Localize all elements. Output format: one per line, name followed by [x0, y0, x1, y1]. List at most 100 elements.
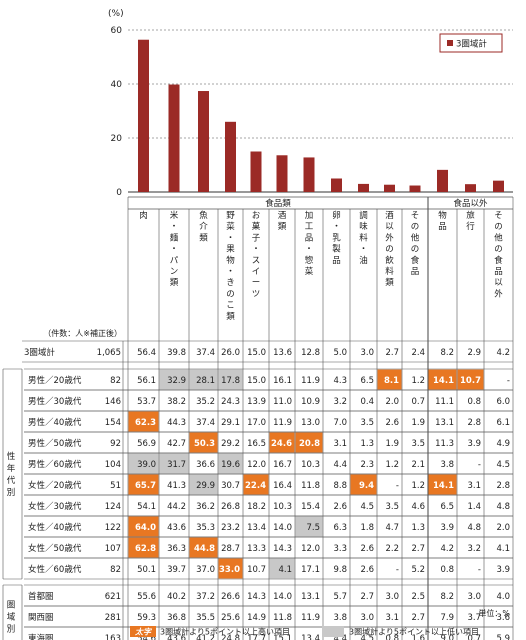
cell-value: 29.1: [221, 418, 240, 428]
cell-value: 2.7: [360, 592, 374, 602]
cell-value: 4.7: [385, 523, 399, 533]
cell-value: 17.7: [247, 634, 266, 640]
category-label-char: こ: [226, 301, 235, 311]
cell-value: 36.6: [196, 460, 215, 470]
cell-value: 4.2: [496, 348, 510, 358]
category-label-char: 行: [466, 221, 475, 232]
cell-value: 2.6: [385, 418, 399, 428]
cell-value: -: [396, 481, 399, 491]
highlight-cell: [189, 474, 218, 495]
highlight-cell: [189, 432, 218, 453]
category-label-char: 酒: [385, 211, 394, 221]
highlight-cell: [295, 432, 323, 453]
cell-value: 14.9: [247, 613, 266, 623]
highlight-cell: [128, 453, 159, 474]
y-tick-label: 0: [116, 188, 122, 198]
highlight-cell: [295, 516, 323, 537]
cell-value: 24.8: [221, 634, 240, 640]
cell-value: 55.6: [137, 592, 156, 602]
cell-value: 29.9: [196, 481, 215, 491]
cell-value: 0.8: [440, 565, 454, 575]
cell-value: 65.7: [135, 481, 156, 491]
row-label: 女性／60歳代: [28, 564, 82, 575]
cell-value: 62.3: [135, 418, 156, 428]
cell-value: 14.1: [433, 481, 454, 491]
highlight-cell: [377, 369, 402, 390]
cell-value: 4.8: [467, 523, 481, 533]
row-label: 男性／40歳代: [28, 417, 82, 428]
section-label-char: 性: [7, 451, 16, 462]
cell-value: 3.9: [440, 523, 454, 533]
cell-value: 8.8: [333, 481, 347, 491]
row-count: 281: [105, 613, 121, 623]
category-label-char: 飲: [385, 255, 394, 266]
highlight-cell: [218, 453, 243, 474]
cell-value: 2.1: [411, 460, 425, 470]
row-count: 92: [110, 439, 121, 449]
row-count: 104: [105, 460, 121, 470]
cell-value: 9.0: [440, 634, 454, 640]
category-label-char: 食: [411, 255, 420, 266]
category-label-char: ・: [226, 267, 235, 277]
cell-value: 6.1: [496, 418, 510, 428]
bar-5: [276, 155, 288, 192]
row-count: 1,065: [97, 348, 121, 358]
category-label-char: 外: [494, 288, 503, 299]
cell-value: 7.5: [306, 523, 320, 533]
bar-2: [198, 91, 209, 192]
cell-value: 3.0: [360, 348, 374, 358]
cell-value: 18.2: [247, 502, 266, 512]
highlight-cell: [128, 474, 159, 495]
section-label-char: 域: [7, 612, 16, 623]
category-label-char: 味: [359, 221, 368, 232]
category-label-char: 乳: [332, 232, 341, 243]
cell-value: 3.1: [467, 481, 481, 491]
cell-value: 1.3: [360, 439, 374, 449]
unit-note: 単位：%: [478, 608, 510, 618]
bar-1: [168, 84, 180, 192]
cell-value: 37.4: [196, 418, 215, 428]
legend-high-swatch-text: 太字: [134, 628, 153, 637]
cell-value: 2.8: [496, 481, 510, 491]
cell-value: 39.0: [137, 460, 156, 470]
highlight-cell: [189, 369, 218, 390]
cell-value: 64.0: [135, 523, 156, 533]
cell-value: 16.4: [273, 481, 292, 491]
row-label: 3圏域計: [24, 347, 55, 358]
bar-11: [437, 169, 448, 192]
cell-value: 37.4: [196, 348, 215, 358]
cell-value: 2.6: [360, 544, 374, 554]
cell-value: 1.4: [467, 502, 481, 512]
cell-value: 26.8: [221, 502, 240, 512]
highlight-cell: [189, 537, 218, 558]
cell-value: 3.6: [496, 613, 510, 623]
cell-value: 13.4: [301, 634, 320, 640]
row-label: 首都圏: [28, 591, 54, 602]
bar-13: [493, 180, 504, 192]
cell-value: 6.5: [440, 502, 454, 512]
cell-value: 56.1: [137, 376, 156, 386]
cell-value: 13.1: [301, 592, 320, 602]
section-label-char: 代: [7, 475, 16, 486]
cell-value: 39.8: [167, 348, 186, 358]
highlight-cell: [243, 474, 269, 495]
category-label-char: 以: [494, 278, 503, 288]
category-label-char: の: [494, 222, 503, 232]
highlight-cell: [457, 369, 484, 390]
cell-value: 17.0: [247, 418, 266, 428]
cell-value: 2.3: [360, 460, 374, 470]
category-label-char: 野: [226, 211, 235, 221]
cell-value: 4.8: [496, 502, 510, 512]
section-label-char: 別: [7, 488, 16, 498]
cell-value: 1.3: [411, 523, 425, 533]
category-label-char: き: [226, 278, 235, 288]
cell-value: 4.1: [496, 544, 510, 554]
category-label-char: 類: [278, 221, 287, 232]
category-label-char: ス: [252, 256, 261, 266]
cell-value: 14.3: [273, 544, 292, 554]
cell-value: 4.9: [496, 439, 510, 449]
cell-value: 3.5: [385, 502, 399, 512]
category-label-char: 類: [385, 277, 394, 288]
